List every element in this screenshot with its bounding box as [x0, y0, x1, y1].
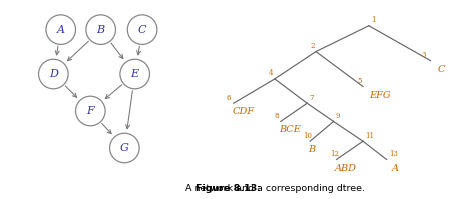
Circle shape: [110, 133, 139, 163]
Text: 13: 13: [389, 150, 398, 158]
Text: 3: 3: [422, 51, 426, 59]
Text: 12: 12: [330, 150, 339, 158]
Text: B: B: [96, 25, 105, 35]
Text: 9: 9: [336, 112, 340, 120]
Text: C: C: [138, 25, 146, 35]
Text: G: G: [120, 143, 129, 153]
Text: 10: 10: [303, 132, 313, 140]
Text: EFG: EFG: [369, 91, 390, 100]
Text: 2: 2: [311, 42, 315, 50]
Circle shape: [128, 15, 157, 44]
Text: 11: 11: [365, 132, 374, 140]
Text: A network and a corresponding dtree.: A network and a corresponding dtree.: [179, 184, 365, 193]
Circle shape: [46, 15, 75, 44]
Text: Figure 8.13:: Figure 8.13:: [196, 184, 261, 193]
Text: E: E: [131, 69, 139, 79]
Text: F: F: [86, 106, 94, 116]
Text: A: A: [392, 164, 399, 173]
Text: 4: 4: [269, 69, 273, 77]
Text: 7: 7: [309, 94, 314, 102]
Text: 8: 8: [275, 112, 279, 120]
Text: BCE: BCE: [279, 125, 301, 134]
Text: B: B: [308, 145, 316, 154]
Circle shape: [75, 96, 105, 126]
Text: 1: 1: [371, 16, 376, 24]
Text: 5: 5: [357, 77, 361, 85]
Circle shape: [86, 15, 116, 44]
Text: 6: 6: [226, 94, 231, 102]
Text: CDF: CDF: [232, 107, 255, 116]
Circle shape: [120, 59, 149, 89]
Circle shape: [38, 59, 68, 89]
Text: A: A: [57, 25, 65, 35]
Text: C: C: [438, 65, 446, 74]
Text: ABD: ABD: [335, 164, 357, 173]
Text: D: D: [49, 69, 58, 79]
